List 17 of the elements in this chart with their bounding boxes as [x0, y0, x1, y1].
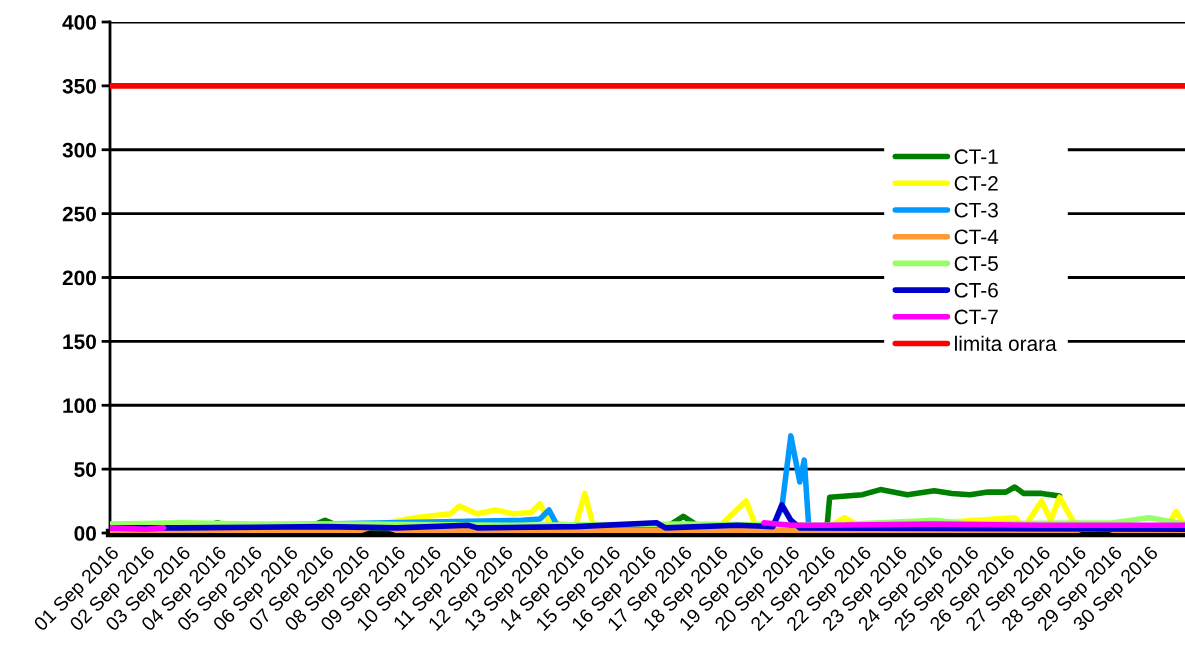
y-tick-label: 350: [62, 78, 96, 94]
legend-label: limita orara: [955, 335, 1057, 352]
y-tick-label: 300: [62, 142, 96, 158]
y-tick-label: 00: [74, 526, 96, 541]
y-tick-label: 150: [63, 334, 96, 350]
legend-label: CT-4: [954, 229, 999, 245]
legend-label: CT-3: [954, 202, 998, 218]
y-tick-label: 250: [62, 206, 96, 222]
legend-label: CT-6: [954, 282, 998, 298]
y-tick-label: 50: [74, 462, 96, 477]
legend-label: CT-2: [954, 176, 998, 191]
y-tick-label: 200: [62, 270, 96, 286]
legend-label: CT-5: [954, 256, 998, 271]
y-tick-label: 100: [63, 398, 96, 413]
legend-label: CT-7: [954, 309, 998, 325]
legend-label: CT-1: [954, 149, 998, 165]
y-tick-label: 400: [62, 15, 96, 30]
